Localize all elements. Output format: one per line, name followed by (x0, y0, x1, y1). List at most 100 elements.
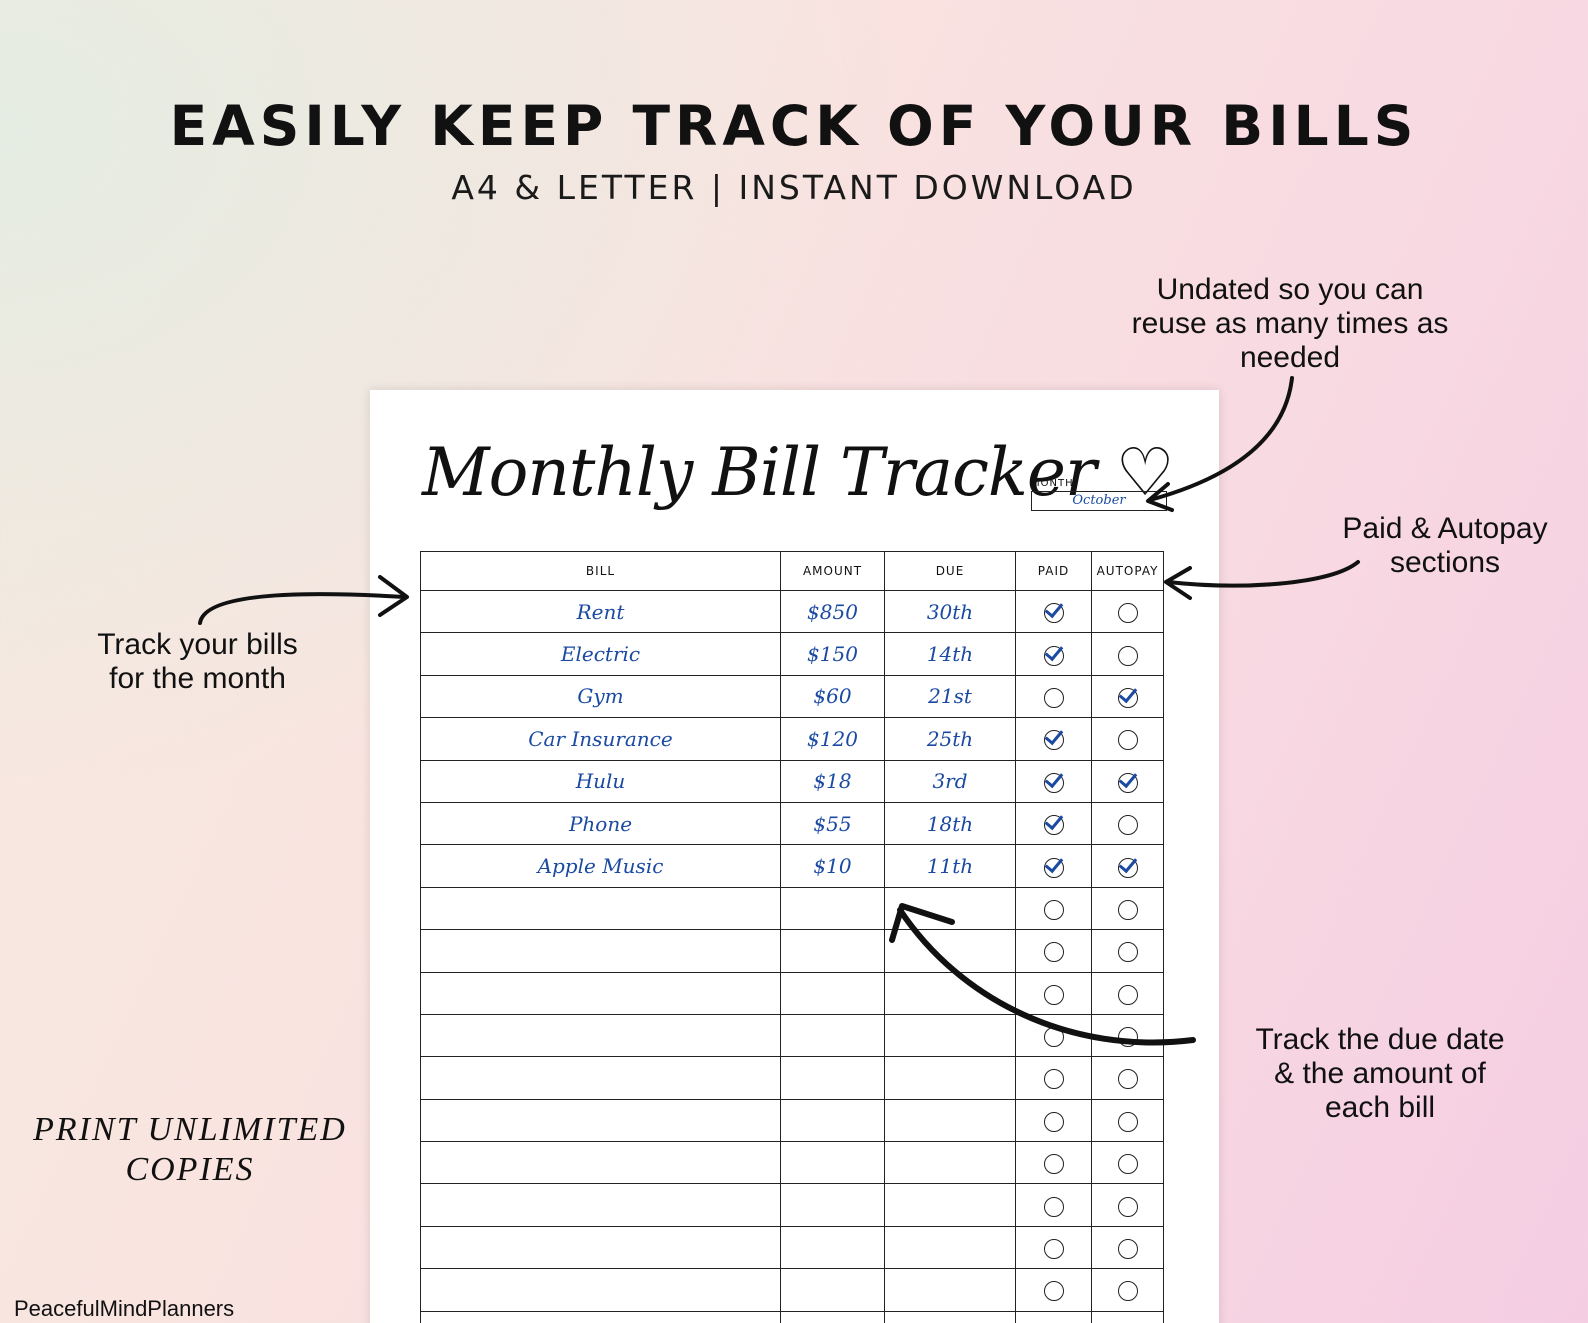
cell-bill: Electric (420, 632, 781, 676)
cell-bill: Car Insurance (420, 717, 781, 761)
cell-paid (1015, 886, 1092, 931)
cell-paid (1015, 717, 1092, 761)
cell-paid (1015, 1225, 1092, 1270)
autopay-circle-icon[interactable] (1117, 1239, 1138, 1260)
table-row: Car Insurance $120 25th (420, 717, 1164, 761)
cell-amount (780, 1225, 885, 1270)
table-row (420, 1310, 1164, 1323)
cell-paid (1015, 1268, 1092, 1312)
subhead: A4 & LETTER | INSTANT DOWNLOAD (451, 168, 1137, 207)
cell-autopay (1091, 1098, 1164, 1143)
autopay-checked-icon[interactable] (1117, 772, 1138, 793)
cell-due (884, 1225, 1016, 1270)
autopay-circle-icon[interactable] (1117, 1069, 1138, 1090)
cell-bill (420, 1268, 781, 1312)
paid-circle-icon[interactable] (1043, 1154, 1064, 1175)
cell-autopay (1091, 1183, 1164, 1227)
paid-circle-icon[interactable] (1043, 1069, 1064, 1090)
cell-bill: Phone (420, 801, 781, 846)
cell-due: 11th (884, 844, 1016, 888)
cell-bill (420, 971, 781, 1015)
cell-paid (1015, 674, 1092, 719)
month-field-group: MONTH: October (1031, 478, 1167, 511)
cell-due: 30th (884, 589, 1016, 634)
cell-amount: $150 (780, 632, 885, 676)
cell-paid (1015, 1310, 1092, 1323)
paid-circle-icon[interactable] (1043, 942, 1064, 963)
cell-due (884, 1098, 1016, 1143)
paid-circle-icon[interactable] (1043, 1281, 1064, 1302)
autopay-circle-icon[interactable] (1117, 730, 1138, 751)
paid-checked-icon[interactable] (1043, 772, 1064, 793)
autopay-circle-icon[interactable] (1117, 815, 1138, 836)
bill-rows: Rent $850 30th Electric $150 14th Gym $60 21st Ca… (420, 589, 1164, 1323)
cell-paid (1015, 632, 1092, 676)
cell-due (884, 1268, 1016, 1312)
cell-autopay (1091, 759, 1164, 803)
table-row (420, 1183, 1164, 1227)
cell-bill (420, 1056, 781, 1100)
cell-autopay (1091, 886, 1164, 931)
cell-paid (1015, 1098, 1092, 1143)
paid-circle-icon[interactable] (1043, 687, 1064, 708)
headline: EASILY KEEP TRACK OF YOUR BILLS (169, 94, 1419, 158)
paid-checked-icon[interactable] (1043, 857, 1064, 878)
cell-autopay (1091, 801, 1164, 846)
cell-paid (1015, 929, 1092, 973)
cell-amount (780, 1268, 885, 1312)
autopay-circle-icon[interactable] (1117, 1281, 1138, 1302)
autopay-circle-icon[interactable] (1117, 645, 1138, 666)
cell-due: 3rd (884, 759, 1016, 803)
autopay-checked-icon[interactable] (1117, 857, 1138, 878)
cell-due: 18th (884, 801, 1016, 846)
cell-paid (1015, 589, 1092, 634)
paid-circle-icon[interactable] (1043, 1239, 1064, 1260)
cell-amount (780, 1141, 885, 1185)
note-paid-autopay: Paid & Autopay sections (1342, 512, 1548, 579)
note-track-bills: Track your bills for the month (97, 628, 298, 695)
autopay-circle-icon[interactable] (1117, 1027, 1138, 1048)
autopay-circle-icon[interactable] (1117, 1196, 1138, 1217)
autopay-circle-icon[interactable] (1117, 1111, 1138, 1132)
paid-circle-icon[interactable] (1043, 899, 1064, 920)
autopay-circle-icon[interactable] (1117, 603, 1138, 624)
cell-bill: Rent (420, 589, 781, 634)
paid-circle-icon[interactable] (1043, 984, 1064, 1005)
cell-due (884, 971, 1016, 1015)
cell-amount: $120 (780, 717, 885, 761)
cell-autopay (1091, 1310, 1164, 1323)
paid-checked-icon[interactable] (1043, 730, 1064, 751)
paid-circle-icon[interactable] (1043, 1111, 1064, 1132)
cell-autopay (1091, 1268, 1164, 1312)
autopay-circle-icon[interactable] (1117, 984, 1138, 1005)
cell-bill: Apple Music (420, 844, 781, 888)
paid-circle-icon[interactable] (1043, 1196, 1064, 1217)
paid-checked-icon[interactable] (1043, 815, 1064, 836)
cell-due: 14th (884, 632, 1016, 676)
cell-amount (780, 1310, 885, 1323)
cell-due (884, 1183, 1016, 1227)
cell-amount: $60 (780, 674, 885, 719)
autopay-circle-icon[interactable] (1117, 942, 1138, 963)
column-header-due: DUE (884, 551, 1016, 591)
table-row (420, 1013, 1164, 1058)
cell-autopay (1091, 674, 1164, 719)
autopay-checked-icon[interactable] (1117, 687, 1138, 708)
table-row: Gym $60 21st (420, 674, 1164, 719)
cell-amount: $55 (780, 801, 885, 846)
cell-bill (420, 1141, 781, 1185)
paid-circle-icon[interactable] (1043, 1027, 1064, 1048)
cell-autopay (1091, 929, 1164, 973)
paid-checked-icon[interactable] (1043, 603, 1064, 624)
paid-checked-icon[interactable] (1043, 645, 1064, 666)
cell-amount (780, 971, 885, 1015)
cell-amount (780, 1098, 885, 1143)
cell-autopay (1091, 971, 1164, 1015)
cell-paid (1015, 1056, 1092, 1100)
cell-due (884, 1141, 1016, 1185)
autopay-circle-icon[interactable] (1117, 1154, 1138, 1175)
sheet-title: Monthly Bill Tracker ♡ (422, 434, 1175, 511)
cell-due: 25th (884, 717, 1016, 761)
column-header-bill: BILL (420, 551, 781, 591)
autopay-circle-icon[interactable] (1117, 899, 1138, 920)
